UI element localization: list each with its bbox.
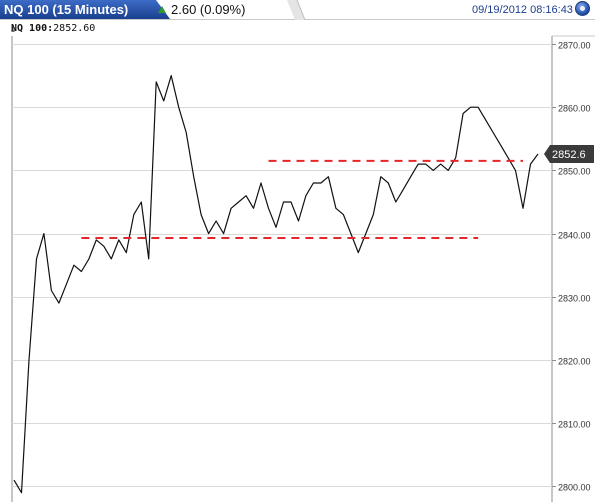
y-tick-label: 2810.00 xyxy=(558,420,591,430)
timestamp: 09/19/2012 08:16:43 xyxy=(472,4,573,16)
header-divider xyxy=(287,0,306,20)
title-tab-shape xyxy=(0,0,170,19)
quote-readout: NQ 100:2852.60 xyxy=(11,23,95,34)
price-change: 2.60 (0.09%) xyxy=(158,2,245,17)
chart-header: NQ 100 (15 Minutes) 2.60 (0.09%) 09/19/2… xyxy=(0,0,595,20)
price-change-text: 2.60 (0.09%) xyxy=(171,2,246,17)
last-price-tag xyxy=(544,144,594,163)
y-tick-label: 2830.00 xyxy=(558,294,591,304)
y-tick-label: 2840.00 xyxy=(558,231,591,241)
y-tick-label: 2820.00 xyxy=(558,357,591,367)
quote-value: 2852.60 xyxy=(53,23,96,34)
up-arrow-icon xyxy=(158,6,166,13)
y-tick-label: 2800.00 xyxy=(558,483,591,493)
y-tick-label: 2860.00 xyxy=(558,104,591,114)
title-tab[interactable]: NQ 100 (15 Minutes) xyxy=(0,0,170,19)
y-tick-label: 2870.00 xyxy=(558,41,591,51)
quote-symbol: NQ 100: xyxy=(11,23,54,34)
price-series-line xyxy=(13,75,539,494)
globe-icon[interactable] xyxy=(575,1,590,16)
last-price-label: 2852.6 xyxy=(552,149,586,161)
cursor-icon xyxy=(11,26,15,32)
y-tick-label: 2850.00 xyxy=(558,167,591,177)
chart-title: NQ 100 (15 Minutes) xyxy=(4,2,129,17)
